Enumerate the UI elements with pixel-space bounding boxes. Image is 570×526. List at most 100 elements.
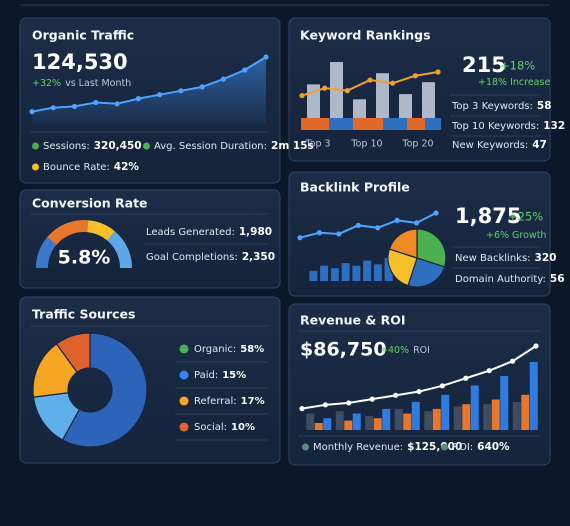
bar	[529, 362, 538, 430]
kpi-value: 215	[462, 53, 506, 77]
value-label: 15%	[222, 370, 246, 381]
point	[322, 402, 328, 408]
value-label: 17%	[241, 396, 265, 407]
point	[394, 217, 400, 223]
strip	[425, 118, 441, 130]
change-note: vs Last Month	[65, 78, 131, 89]
point	[439, 383, 445, 389]
bar	[384, 258, 393, 281]
bar	[344, 420, 353, 430]
point	[322, 85, 328, 91]
point	[412, 73, 418, 79]
value-label: 58%	[240, 344, 264, 355]
stat-value: 320	[535, 252, 557, 264]
bar	[470, 385, 479, 430]
panel-title: Conversion Rate	[32, 196, 148, 211]
stat-value: 640%	[477, 441, 510, 453]
point	[346, 400, 352, 406]
strip	[407, 118, 425, 130]
point	[435, 69, 441, 75]
stat: Top 10 Keywords: 132	[451, 120, 565, 132]
point	[93, 99, 99, 106]
point	[509, 358, 516, 364]
panel-title: Backlink Profile	[300, 180, 410, 195]
bar	[341, 263, 350, 281]
stat: Bounce Rate: 42%	[43, 161, 139, 173]
kpi-note: +6% Growth	[486, 230, 546, 241]
gauge	[35, 220, 133, 269]
bar	[521, 394, 530, 430]
stat: New Keywords: 47	[452, 139, 547, 151]
legend-entry: Social: 10%	[194, 422, 255, 433]
change: +32%	[32, 78, 61, 89]
bar	[373, 264, 382, 281]
gauge-segment	[106, 231, 133, 269]
stat-value: 42%	[114, 161, 140, 173]
kpi-value: 1,875	[455, 204, 521, 228]
legend-label: Organic:	[194, 344, 236, 355]
point	[50, 105, 56, 111]
bar	[462, 404, 471, 430]
bar	[323, 418, 332, 430]
point	[336, 231, 342, 237]
bar	[441, 394, 450, 430]
bar	[363, 260, 372, 281]
point	[71, 103, 78, 109]
point	[114, 101, 120, 107]
stat-label: Top 10 Keywords:	[451, 121, 539, 132]
point	[242, 67, 248, 73]
stat-label: Sessions:	[43, 141, 90, 152]
stat-value: 47	[532, 139, 547, 151]
line	[299, 212, 437, 239]
stat-dot	[143, 142, 150, 150]
bar	[491, 399, 500, 430]
kpi-note: +18% Increase	[478, 77, 550, 88]
kpi-change: +40% ROI	[380, 345, 430, 356]
stat-value: 2m 15s	[271, 140, 314, 152]
stat: Goal Completions: 2,350	[146, 251, 275, 263]
legend-label: Paid:	[194, 370, 218, 381]
panel-title: Traffic Sources	[32, 307, 135, 322]
panel-title: Revenue & ROI	[300, 313, 406, 328]
change-note: ROI	[413, 345, 430, 356]
stat-value: 1,980	[239, 226, 272, 238]
stat-label: Goal Completions:	[146, 252, 238, 263]
stat-label: Top 3 Keywords:	[451, 101, 533, 112]
stat: ROI: 640%	[452, 441, 510, 453]
gauge-segment	[47, 220, 89, 246]
bar	[453, 406, 462, 430]
legend-dot	[179, 396, 189, 406]
point	[316, 230, 323, 236]
legend-dot	[179, 422, 189, 432]
bar	[352, 413, 361, 430]
stat-dot	[32, 163, 39, 171]
strip	[301, 118, 329, 130]
point	[533, 343, 539, 349]
bar	[330, 268, 339, 281]
kpi-value: 124,530	[32, 50, 128, 74]
point	[355, 222, 361, 228]
point	[263, 54, 269, 60]
strip	[329, 118, 353, 130]
point	[199, 84, 205, 90]
point	[433, 210, 439, 216]
point	[416, 388, 422, 395]
legend-label: Referral:	[194, 396, 237, 407]
point	[413, 220, 420, 226]
legend-dot	[179, 344, 189, 354]
value-label: 10%	[231, 422, 255, 433]
area	[32, 57, 266, 125]
bar	[422, 82, 435, 118]
line	[31, 56, 267, 113]
point	[375, 225, 381, 231]
stat-value: $125,000	[407, 441, 462, 453]
stat-value: 56	[550, 273, 565, 285]
kpi-change: +32% vs Last Month	[32, 78, 131, 89]
stat: New Backlinks: 320	[455, 252, 556, 264]
point	[393, 392, 399, 398]
change: +40%	[380, 345, 409, 356]
bar	[320, 265, 329, 281]
slice	[61, 332, 148, 448]
change-note: +18% Increase	[478, 77, 550, 88]
